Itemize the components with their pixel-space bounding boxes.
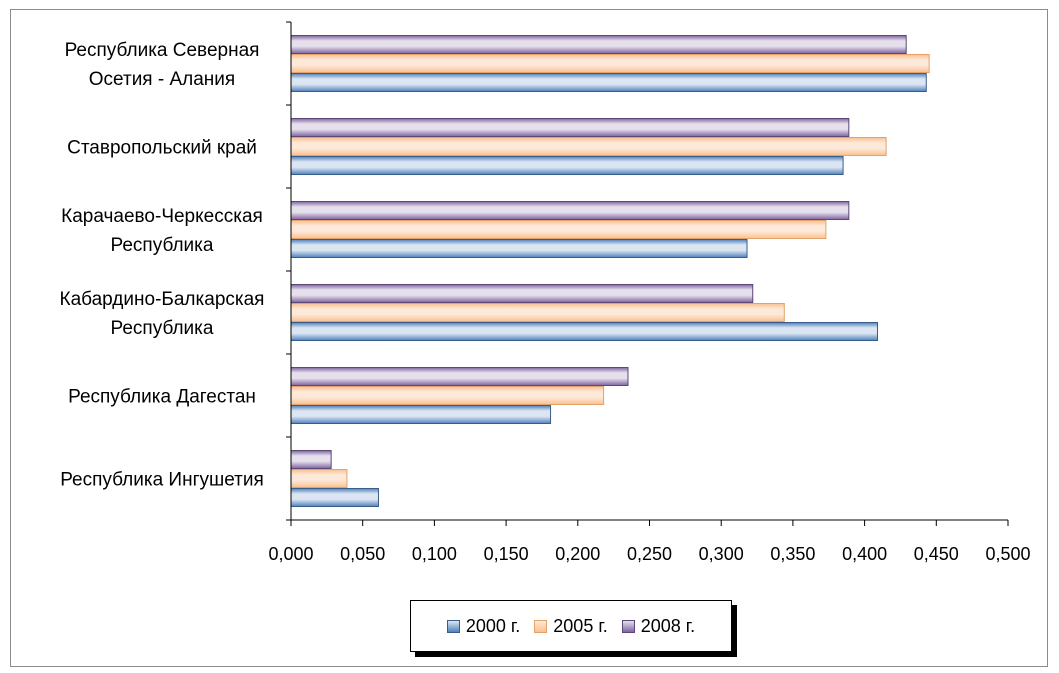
bar-2008-cat-5 [290,450,332,469]
bar-2005-cat-3 [290,303,785,322]
x-tick-label: 0,200 [555,544,600,564]
x-tick-label: 0,150 [484,544,529,564]
bar-2000-cat-5 [290,488,379,507]
legend-label-2000: 2000 г. [465,615,521,636]
legend-label-2005: 2005 г. [553,615,608,636]
bar-2000-cat-0 [290,73,927,92]
bar-2005-cat-1 [290,137,887,156]
bar-2008-cat-0 [290,35,907,54]
legend-swatch-2008 [621,619,635,633]
bar-2008-cat-3 [290,284,754,303]
x-tick-label: 0,400 [842,544,887,564]
category-label: Кабардино-Балкарская Республика [60,289,265,339]
chart-legend: 2000 г. 2005 г. 2008 г. [410,600,732,652]
bar-2008-cat-1 [290,118,850,137]
x-tick-label: 0,100 [412,544,457,564]
bar-2000-cat-3 [290,322,879,341]
bar-2000-cat-1 [290,156,844,175]
x-tick-label: 0,050 [340,544,385,564]
category-label: Республика Северная Осетия - Алания [65,40,260,90]
legend-label-2008: 2008 г. [640,615,696,636]
x-tick-label: 0,350 [770,544,815,564]
bars-layer [290,35,930,507]
x-tick-label: 0,250 [627,544,672,564]
bar-2005-cat-5 [290,469,348,488]
axes-layer [286,21,1009,526]
category-label: Ставропольский край [67,138,257,159]
x-tick-label: 0,000 [268,544,313,564]
bar-2000-cat-2 [290,239,748,258]
legend-item-2000: 2000 г. [446,615,521,637]
bar-2000-cat-4 [290,405,552,424]
bar-2005-cat-0 [290,54,930,73]
bar-2008-cat-2 [290,201,850,220]
bar-2008-cat-4 [290,367,629,386]
labels-layer: 0,000 0,050 0,100 0,150 0,200 0,250 0,300 0,350… [60,40,1031,564]
legend-item-2005: 2005 г. [534,615,608,637]
legend-swatch-2005 [534,619,548,633]
legend-swatch-2000 [446,619,460,633]
x-tick-label: 0,300 [699,544,744,564]
category-label: Карачаево-Черкесская Республика [61,206,263,256]
category-label: Республика Дагестан [68,387,256,408]
bar-2005-cat-2 [290,220,827,239]
category-label: Республика Ингушетия [60,470,264,491]
x-tick-label: 0,450 [914,544,959,564]
bar-2005-cat-4 [290,386,605,405]
x-tick-label: 0,500 [985,544,1030,564]
legend-item-2008: 2008 г. [621,615,696,637]
